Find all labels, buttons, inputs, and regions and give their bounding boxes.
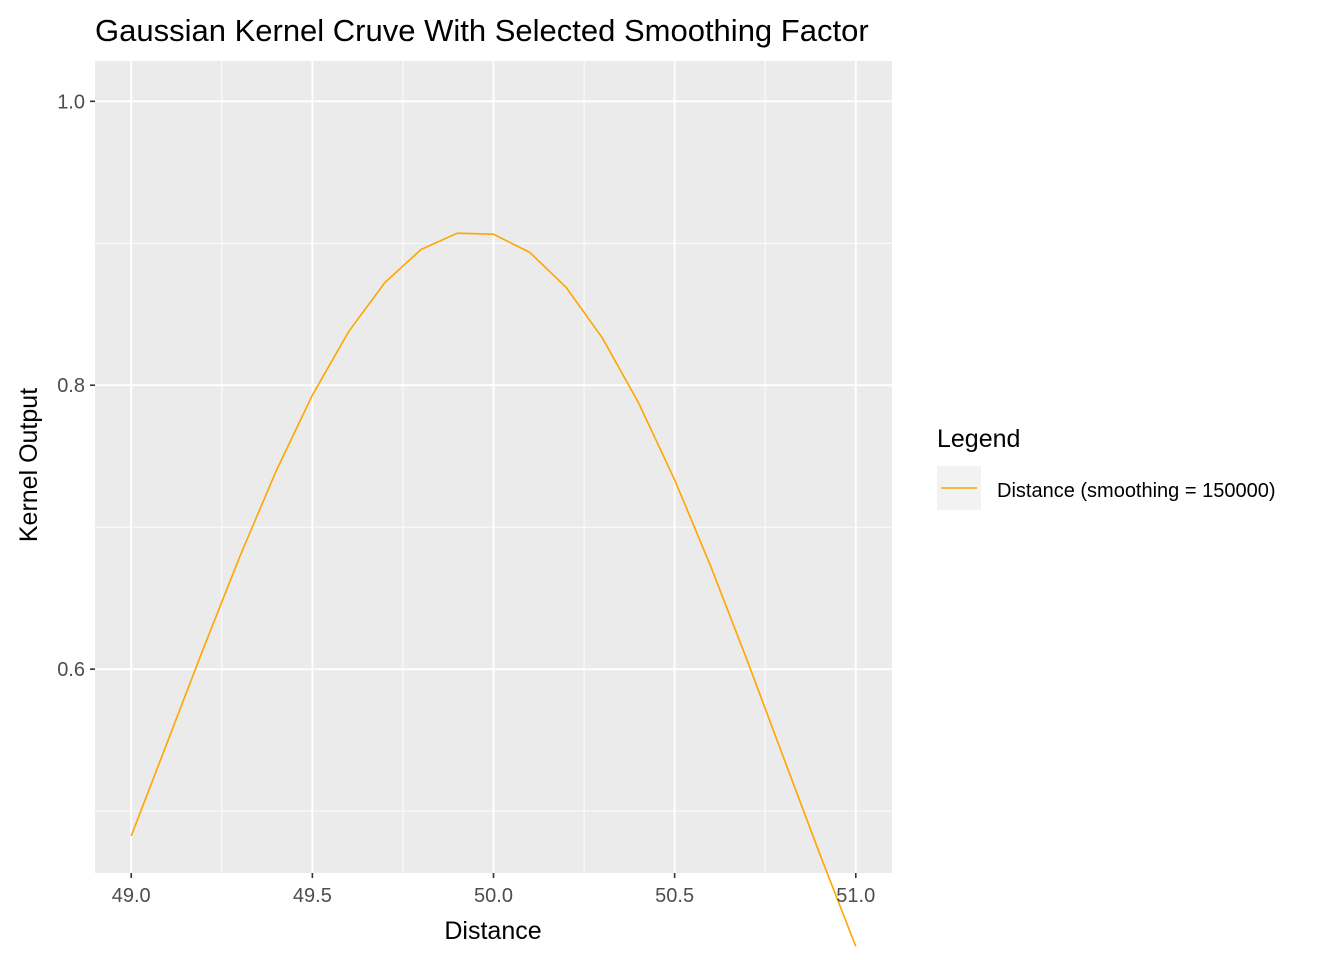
x-tick-label: 50.0 xyxy=(474,885,513,907)
major-grid xyxy=(95,61,892,873)
x-axis: 49.0 49.5 50.0 50.5 51.0 xyxy=(112,873,875,907)
chart-title: Gaussian Kernel Cruve With Selected Smoo… xyxy=(95,13,869,48)
x-axis-title: Distance xyxy=(444,917,541,945)
x-tick-label: 49.0 xyxy=(112,885,151,907)
y-tick-label: 1.0 xyxy=(57,91,85,113)
y-tick-label: 0.8 xyxy=(57,375,85,397)
y-axis: 0.6 0.8 1.0 xyxy=(57,91,95,681)
series-line xyxy=(130,232,857,947)
x-tick-label: 51.0 xyxy=(836,885,875,907)
x-tick-label: 49.5 xyxy=(293,885,332,907)
y-tick-label: 0.6 xyxy=(57,659,85,681)
y-axis-title: Kernel Output xyxy=(15,388,43,542)
legend: Legend Distance (smoothing = 150000) xyxy=(937,425,1276,510)
legend-title: Legend xyxy=(937,425,1020,453)
legend-entry-label: Distance (smoothing = 150000) xyxy=(997,480,1276,502)
x-tick-label: 50.5 xyxy=(655,885,694,907)
